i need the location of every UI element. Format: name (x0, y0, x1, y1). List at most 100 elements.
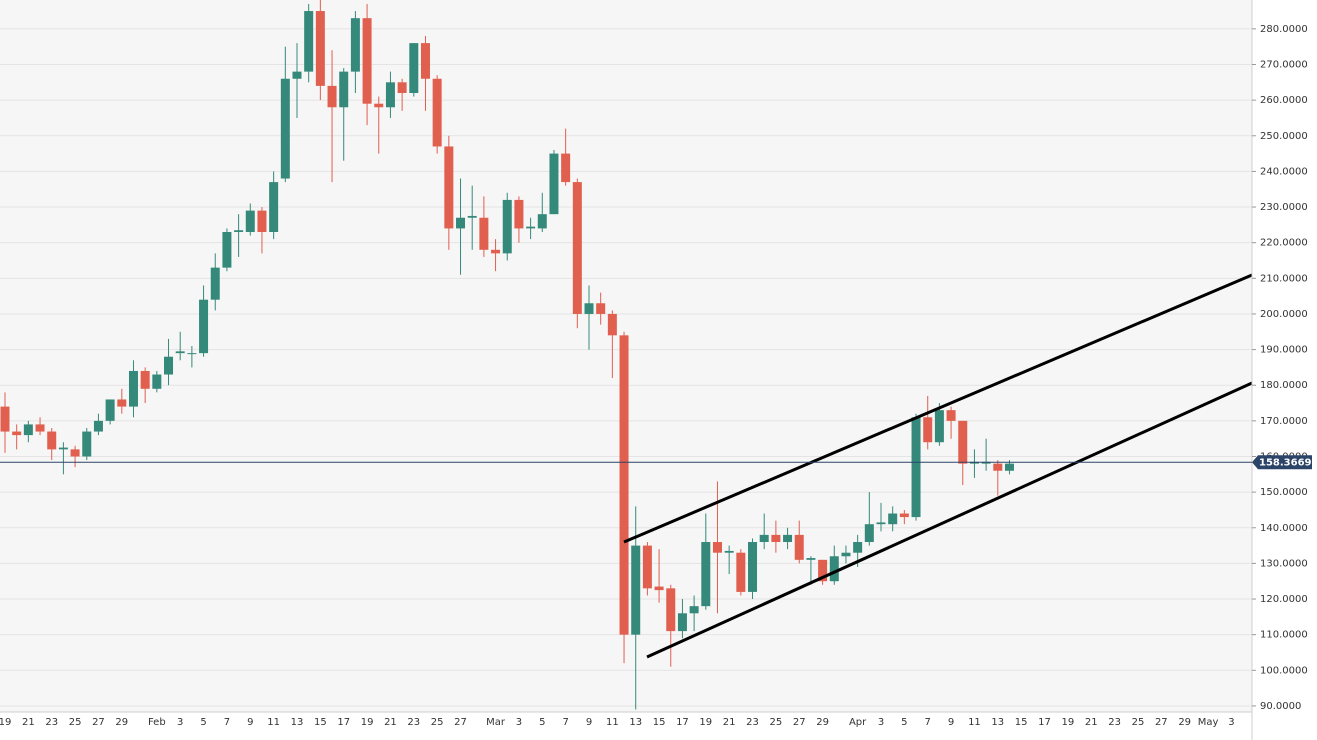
candle-body (432, 78, 442, 147)
x-tick-label: 23 (1108, 717, 1121, 728)
x-tick-label: 25 (69, 717, 82, 728)
x-tick-label: Mar (486, 717, 506, 728)
candle-body (689, 606, 699, 614)
x-tick-label: 21 (22, 717, 35, 728)
candle-body (58, 447, 68, 450)
y-tick-label: 230.0000 (1260, 202, 1308, 213)
candle-body (257, 210, 267, 232)
candle-body (888, 513, 898, 525)
candle-body (374, 103, 384, 108)
x-tick-label: 27 (1155, 717, 1168, 728)
x-tick-label: 27 (92, 717, 105, 728)
last-price-marker (1252, 455, 1312, 470)
candle-body (899, 513, 909, 518)
y-tick-label: 100.0000 (1260, 665, 1308, 676)
candle-body (841, 552, 851, 557)
candle-body (759, 534, 769, 543)
x-tick-label: 17 (676, 717, 689, 728)
x-tick-label: 3 (177, 717, 183, 728)
candle-body (70, 449, 80, 457)
x-tick-label: 25 (431, 717, 444, 728)
candle-body (806, 558, 816, 560)
candle-body (502, 199, 512, 254)
x-tick-label: 29 (115, 717, 128, 728)
candle-body (876, 522, 886, 525)
x-tick-label: Apr (849, 717, 867, 728)
candle-body (771, 534, 781, 543)
candle-body (12, 431, 22, 436)
candle-body (549, 153, 559, 215)
candle-body (829, 556, 839, 582)
x-tick-label: 21 (723, 717, 736, 728)
candle-body (269, 182, 279, 232)
candle-body (187, 353, 197, 355)
candle-body (584, 303, 594, 314)
y-tick-label: 90.0000 (1260, 701, 1301, 712)
x-tick-label: 25 (770, 717, 783, 728)
x-tick-label: 13 (991, 717, 1004, 728)
candle-body (444, 146, 454, 229)
candle-body (631, 545, 641, 635)
candle-body (666, 588, 676, 632)
y-tick-label: 110.0000 (1260, 630, 1308, 641)
candle-body (35, 424, 45, 432)
x-tick-label: 11 (606, 717, 619, 728)
candle-body (315, 11, 325, 86)
candle-body (128, 370, 138, 407)
candle-body (199, 299, 209, 354)
x-tick-label: 21 (1085, 717, 1098, 728)
x-tick-label: May (1198, 717, 1219, 728)
candle-body (292, 71, 302, 79)
x-tick-label: 7 (224, 717, 230, 728)
y-tick-label: 140.0000 (1260, 523, 1308, 534)
y-tick-label: 170.0000 (1260, 416, 1308, 427)
candle-body (140, 370, 150, 389)
x-tick-label: 5 (200, 717, 206, 728)
candle-body (164, 356, 174, 375)
x-tick-label: 29 (1178, 717, 1191, 728)
x-tick-label: Feb (148, 717, 166, 728)
x-tick-label: 5 (539, 717, 545, 728)
x-tick-label: 29 (816, 717, 829, 728)
candle-body (234, 230, 244, 232)
y-tick-label: 130.0000 (1260, 558, 1308, 569)
candle-body (245, 210, 255, 232)
candle-body (958, 420, 968, 464)
candle-body (23, 424, 33, 436)
candle-body (724, 550, 734, 553)
x-tick-label: 15 (1015, 717, 1028, 728)
candle-body (479, 217, 489, 250)
candle-body (864, 524, 874, 543)
y-tick-label: 150.0000 (1260, 487, 1308, 498)
candle-body (304, 11, 314, 72)
candle-body (397, 82, 407, 94)
candle-body (596, 303, 606, 314)
y-tick-label: 220.0000 (1260, 238, 1308, 249)
x-tick-label: 11 (267, 717, 280, 728)
candle-body (748, 542, 758, 592)
x-tick-label: 3 (516, 717, 522, 728)
candle-body (362, 18, 372, 104)
candle-body (350, 18, 360, 72)
candle-body (654, 586, 664, 591)
y-tick-label: 250.0000 (1260, 131, 1308, 142)
candle-body (736, 552, 746, 592)
candle-body (175, 351, 185, 354)
y-tick-label: 180.0000 (1260, 380, 1308, 391)
candle-body (561, 153, 571, 183)
x-tick-label: 23 (407, 717, 420, 728)
candle-body (456, 217, 466, 229)
candle-body (934, 410, 944, 443)
y-tick-label: 240.0000 (1260, 166, 1308, 177)
candle-body (818, 559, 828, 582)
y-tick-label: 190.0000 (1260, 345, 1308, 356)
x-tick-label: 21 (384, 717, 397, 728)
trend-line-lower (646, 381, 1253, 659)
last-price-label: 158.36690 (1259, 457, 1317, 468)
candle-body (712, 542, 722, 553)
candle-body (491, 249, 501, 254)
x-tick-label: 23 (746, 717, 759, 728)
candle-body (572, 182, 582, 314)
candle-body (642, 545, 652, 589)
